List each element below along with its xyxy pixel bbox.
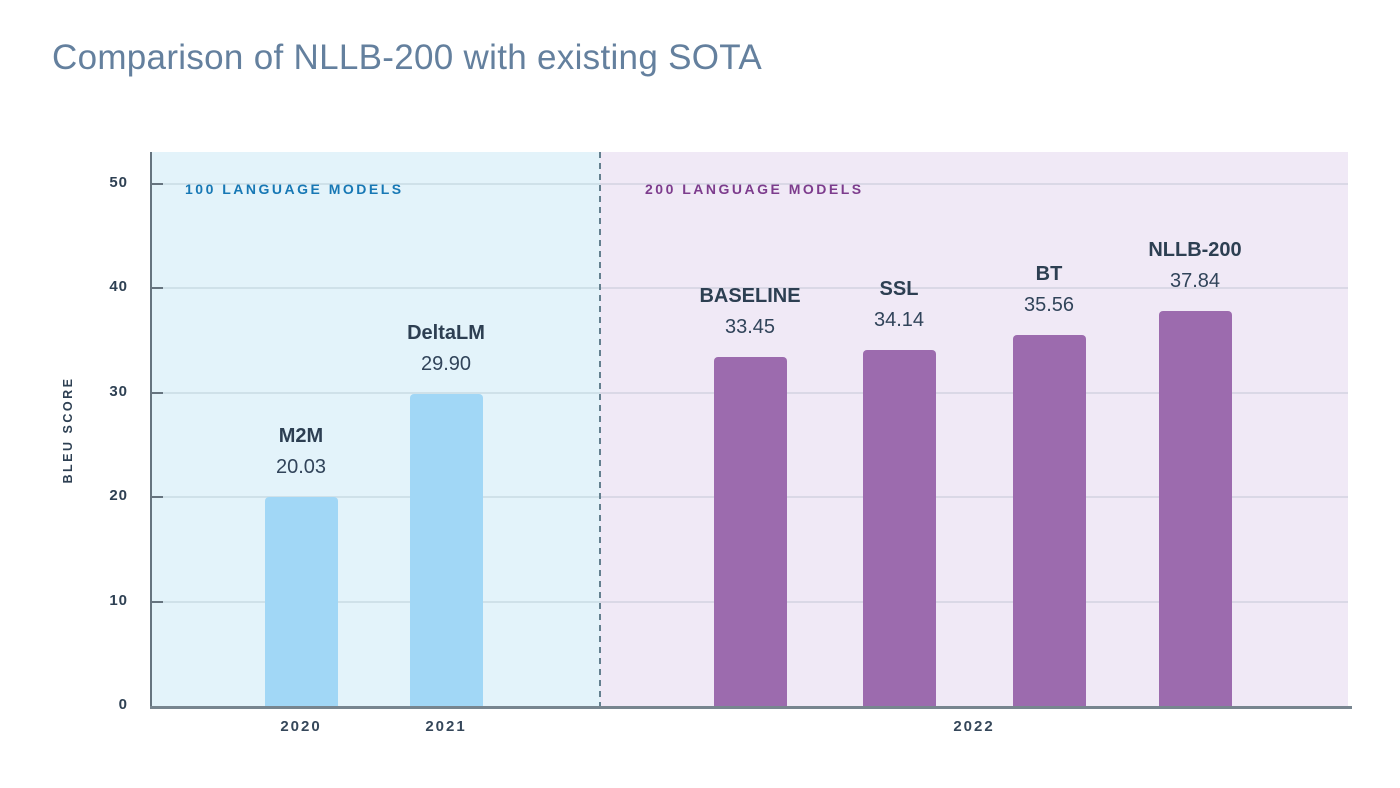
chart-title: Comparison of NLLB-200 with existing SOT…: [52, 38, 763, 77]
y-axis-tick: [152, 287, 163, 290]
bar-value-label: 29.90: [420, 352, 472, 375]
bar-m2m: [264, 496, 338, 706]
bar-name-label: BT: [1035, 262, 1063, 285]
bar-value-label: 35.56: [1023, 293, 1075, 316]
bar-name-label: NLLB-200: [1148, 238, 1242, 261]
bar-name-label: M2M: [278, 424, 324, 447]
bar-bt: [1012, 334, 1086, 706]
region-100-label: 100 LANGUAGE MODELS: [185, 181, 404, 197]
bar-baseline: [713, 356, 787, 706]
bar-label-block: BASELINE 33.45: [640, 281, 860, 343]
region-200-label: 200 LANGUAGE MODELS: [645, 181, 864, 197]
bar-value-label: 20.03: [275, 455, 327, 478]
x-tick-label-2020: 2020: [280, 718, 322, 735]
x-tick-label-2022: 2022: [953, 718, 995, 735]
y-axis-line: [150, 152, 152, 708]
region-100-language-models: 100 LANGUAGE MODELS: [152, 152, 600, 706]
bar-value-label: 37.84: [1169, 269, 1221, 292]
bar-name-label: BASELINE: [699, 284, 801, 307]
y-tick-label: 20: [109, 487, 128, 505]
y-axis-tick: [152, 496, 163, 499]
y-tick-label: 10: [109, 591, 128, 609]
region-divider-dashed-line: [599, 152, 601, 706]
bar-label-block: BT 35.56: [939, 259, 1159, 321]
y-tick-label: 0: [118, 696, 128, 713]
y-axis-title: BLEU SCORE: [61, 376, 75, 484]
y-axis-tick: [152, 600, 163, 603]
bar-value-label: 33.45: [724, 315, 776, 338]
bar-label-block: M2M 20.03: [191, 421, 411, 483]
x-tick-label-2021: 2021: [425, 718, 467, 735]
bar-ssl: [862, 349, 936, 706]
bar-name-label: SSL: [879, 277, 919, 300]
y-tick-label: 40: [109, 278, 128, 296]
bar-label-block: DeltaLM 29.90: [336, 318, 556, 380]
bar-label-block: NLLB-200 37.84: [1085, 235, 1305, 297]
bar-value-label: 34.14: [873, 308, 925, 331]
bar-nllb-200: [1158, 310, 1232, 706]
y-tick-label: 50: [109, 174, 128, 191]
y-axis-tick: [152, 183, 163, 185]
x-axis-baseline: [150, 706, 1352, 709]
gridline: [152, 287, 1348, 290]
bar-label-block: SSL 34.14: [789, 274, 1009, 336]
gridline: [152, 183, 1348, 185]
y-tick-label: 30: [109, 382, 128, 400]
bar-deltalm: [409, 393, 483, 706]
bar-name-label: DeltaLM: [407, 321, 485, 344]
y-axis-tick: [152, 391, 163, 394]
